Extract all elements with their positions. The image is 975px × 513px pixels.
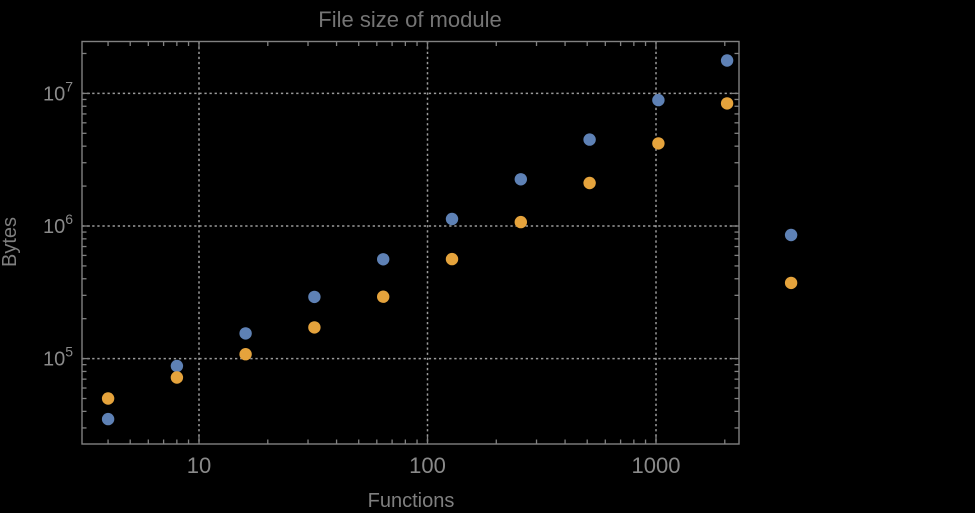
x-axis-label: Functions bbox=[368, 490, 455, 512]
data-point-orange bbox=[170, 371, 184, 384]
data-point-orange bbox=[583, 176, 596, 190]
data-point-orange bbox=[239, 348, 252, 361]
chart-title: File size of module bbox=[318, 7, 501, 32]
x-tick-label: 10 bbox=[187, 453, 211, 478]
data-point-orange bbox=[652, 137, 665, 150]
data-point-orange bbox=[784, 276, 798, 290]
data-point-orange bbox=[720, 97, 734, 110]
x-tick-label: 100 bbox=[409, 453, 446, 478]
data-point-blue bbox=[239, 327, 252, 340]
y-tick-label: 106 bbox=[43, 211, 73, 238]
y-tick-label: 107 bbox=[43, 78, 73, 105]
data-point-blue bbox=[170, 359, 184, 373]
axis-ticks bbox=[82, 41, 739, 444]
x-tick-label: 1000 bbox=[632, 453, 681, 478]
data-point-blue bbox=[101, 412, 115, 426]
y-axis-label: Bytes bbox=[0, 217, 21, 267]
plot-frame bbox=[81, 40, 740, 445]
data-point-blue bbox=[445, 212, 459, 226]
x-tick-labels: 10 100 1000 bbox=[187, 453, 681, 478]
data-point-orange bbox=[101, 392, 115, 405]
data-point-blue bbox=[308, 290, 321, 304]
data-point-orange bbox=[514, 215, 527, 229]
data-point-blue bbox=[652, 93, 665, 107]
y-tick-labels: 105 106 107 bbox=[43, 78, 73, 370]
data-point-orange bbox=[445, 252, 459, 266]
data-point-orange bbox=[308, 321, 321, 334]
data-point-orange bbox=[377, 290, 390, 303]
gridlines bbox=[82, 41, 739, 444]
data-point-blue bbox=[583, 133, 596, 146]
data-point-blue bbox=[514, 173, 527, 186]
y-tick-label: 105 bbox=[43, 344, 73, 371]
data-point-blue bbox=[377, 253, 390, 266]
data-point-blue bbox=[720, 54, 734, 67]
data-point-blue bbox=[784, 228, 798, 242]
data-points bbox=[101, 54, 798, 426]
